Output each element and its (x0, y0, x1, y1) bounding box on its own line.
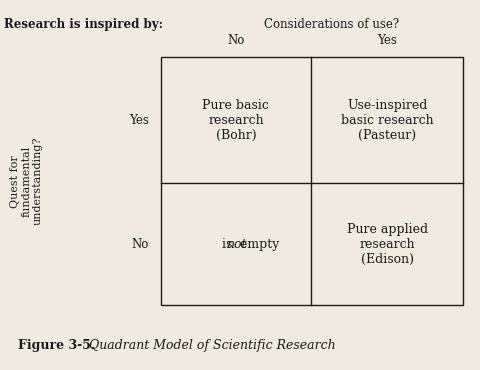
Text: Yes: Yes (129, 114, 149, 127)
Text: Research is inspired by:: Research is inspired by: (4, 17, 163, 31)
Bar (161, 57, 463, 305)
Text: No: No (132, 238, 149, 251)
Text: is: is (222, 238, 236, 251)
Text: No: No (227, 34, 245, 47)
Text: Pure basic
research
(Bohr): Pure basic research (Bohr) (203, 99, 269, 142)
Text: Quadrant Model of Scientific Research: Quadrant Model of Scientific Research (89, 339, 336, 353)
Text: not: not (226, 238, 246, 251)
Text: Use-inspired
basic research
(Pasteur): Use-inspired basic research (Pasteur) (341, 99, 433, 142)
Text: Quest for
fundamental
understanding?: Quest for fundamental understanding? (10, 137, 43, 225)
Text: Figure 3-5.: Figure 3-5. (18, 339, 96, 353)
Text: Yes: Yes (377, 34, 397, 47)
Text: Pure applied
research
(Edison): Pure applied research (Edison) (347, 223, 428, 266)
Text: Considerations of use?: Considerations of use? (264, 17, 399, 31)
Text: empty: empty (236, 238, 279, 251)
